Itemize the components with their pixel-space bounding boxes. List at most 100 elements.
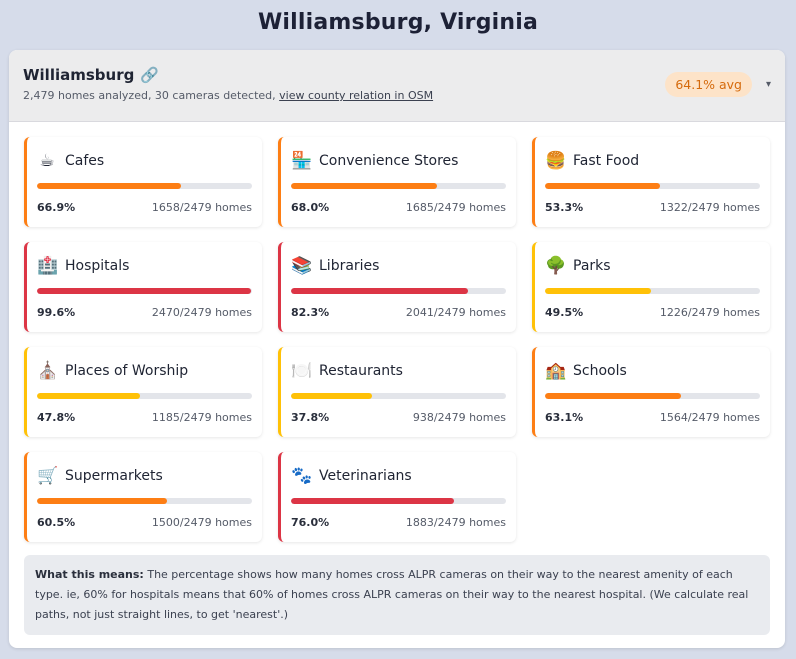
city-name: Williamsburg bbox=[23, 66, 135, 84]
chevron-down-icon[interactable]: ▾ bbox=[765, 79, 771, 90]
amenity-percent: 68.0% bbox=[291, 201, 330, 214]
progress-track bbox=[37, 183, 252, 189]
amenity-homes: 1226/2479 homes bbox=[659, 306, 760, 319]
amenity-percent: 37.8% bbox=[291, 411, 330, 424]
amenity-card-supermarkets: 🛒 Supermarkets 60.5% 1500/2479 homes bbox=[24, 452, 262, 542]
amenity-homes: 1564/2479 homes bbox=[659, 411, 760, 424]
progress-fill bbox=[37, 498, 168, 504]
amenity-card-veterinarians: 🐾 Veterinarians 76.0% 1883/2479 homes bbox=[278, 452, 516, 542]
amenity-name: Veterinarians bbox=[319, 468, 412, 484]
amenity-percent: 76.0% bbox=[291, 516, 330, 529]
progress-track bbox=[291, 393, 506, 399]
amenity-card-parks: 🌳 Parks 49.5% 1226/2479 homes bbox=[532, 242, 770, 332]
city-name-row: Williamsburg 🔗 bbox=[23, 66, 771, 84]
amenity-percent: 63.1% bbox=[545, 411, 584, 424]
amenity-name: Libraries bbox=[319, 258, 380, 274]
amenity-card-places-of-worship: ⛪ Places of Worship 47.8% 1185/2479 home… bbox=[24, 347, 262, 437]
info-box: What this means: The percentage shows ho… bbox=[24, 555, 770, 635]
card-head: 🏪 Convenience Stores bbox=[291, 149, 506, 173]
progress-track bbox=[291, 183, 506, 189]
progress-fill bbox=[545, 393, 681, 399]
amenity-percent: 53.3% bbox=[545, 201, 584, 214]
card-head: 🍽️ Restaurants bbox=[291, 359, 506, 383]
avg-badge: 64.1% avg bbox=[665, 72, 752, 97]
progress-fill bbox=[37, 183, 181, 189]
amenity-homes: 1500/2479 homes bbox=[151, 516, 252, 529]
progress-fill bbox=[291, 498, 455, 504]
osm-link[interactable]: view county relation in OSM bbox=[279, 89, 434, 102]
amenity-name: Schools bbox=[573, 363, 627, 379]
card-head: 🐾 Veterinarians bbox=[291, 464, 506, 488]
progress-fill bbox=[291, 183, 438, 189]
progress-fill bbox=[37, 288, 252, 294]
amenity-percent: 82.3% bbox=[291, 306, 330, 319]
tree-icon: 🌳 bbox=[545, 256, 567, 276]
card-foot: 60.5% 1500/2479 homes bbox=[37, 516, 252, 529]
progress-track bbox=[545, 183, 760, 189]
card-head: ☕ Cafes bbox=[37, 149, 252, 173]
amenity-percent: 49.5% bbox=[545, 306, 584, 319]
progress-track bbox=[545, 288, 760, 294]
card-foot: 66.9% 1658/2479 homes bbox=[37, 201, 252, 214]
card-foot: 76.0% 1883/2479 homes bbox=[291, 516, 506, 529]
hospital-icon: 🏥 bbox=[37, 256, 59, 276]
church-icon: ⛪ bbox=[37, 361, 59, 381]
amenity-name: Cafes bbox=[65, 153, 105, 169]
amenity-percent: 66.9% bbox=[37, 201, 76, 214]
amenity-homes: 938/2479 homes bbox=[412, 411, 506, 424]
summary-text: 2,479 homes analyzed, 30 cameras detecte… bbox=[23, 89, 276, 102]
card-foot: 99.6% 2470/2479 homes bbox=[37, 306, 252, 319]
school-icon: 🏫 bbox=[545, 361, 567, 381]
card-head: 🛒 Supermarkets bbox=[37, 464, 252, 488]
card-foot: 49.5% 1226/2479 homes bbox=[545, 306, 760, 319]
amenity-card-libraries: 📚 Libraries 82.3% 2041/2479 homes bbox=[278, 242, 516, 332]
amenity-name: Convenience Stores bbox=[319, 153, 459, 169]
card-foot: 82.3% 2041/2479 homes bbox=[291, 306, 506, 319]
cart-icon: 🛒 bbox=[37, 466, 59, 486]
amenity-grid: ☕ Cafes 66.9% 1658/2479 homes 🏪 Convenie… bbox=[24, 137, 770, 542]
plate-icon: 🍽️ bbox=[291, 361, 313, 381]
card-foot: 63.1% 1564/2479 homes bbox=[545, 411, 760, 424]
card-head: 📚 Libraries bbox=[291, 254, 506, 278]
amenity-percent: 60.5% bbox=[37, 516, 76, 529]
amenity-name: Fast Food bbox=[573, 153, 640, 169]
city-panel: Williamsburg 🔗 2,479 homes analyzed, 30 … bbox=[9, 50, 785, 648]
amenity-name: Restaurants bbox=[319, 363, 403, 379]
city-panel-header[interactable]: Williamsburg 🔗 2,479 homes analyzed, 30 … bbox=[9, 50, 785, 122]
progress-fill bbox=[545, 288, 652, 294]
coffee-icon: ☕ bbox=[39, 151, 55, 171]
progress-track bbox=[37, 393, 252, 399]
burger-icon: 🍔 bbox=[545, 151, 567, 171]
amenity-name: Places of Worship bbox=[65, 363, 189, 379]
link-icon[interactable]: 🔗 bbox=[140, 66, 160, 84]
progress-fill bbox=[291, 393, 373, 399]
amenity-card-hospitals: 🏥 Hospitals 99.6% 2470/2479 homes bbox=[24, 242, 262, 332]
amenity-card-fast-food: 🍔 Fast Food 53.3% 1322/2479 homes bbox=[532, 137, 770, 227]
card-head: 🌳 Parks bbox=[545, 254, 760, 278]
amenity-name: Supermarkets bbox=[65, 468, 163, 484]
books-icon: 📚 bbox=[291, 256, 313, 276]
card-head: ⛪ Places of Worship bbox=[37, 359, 252, 383]
amenity-percent: 99.6% bbox=[37, 306, 76, 319]
progress-track bbox=[37, 288, 252, 294]
amenity-homes: 1658/2479 homes bbox=[151, 201, 252, 214]
progress-track bbox=[291, 498, 506, 504]
amenity-homes: 1322/2479 homes bbox=[659, 201, 760, 214]
card-head: 🍔 Fast Food bbox=[545, 149, 760, 173]
amenity-card-schools: 🏫 Schools 63.1% 1564/2479 homes bbox=[532, 347, 770, 437]
amenity-homes: 1883/2479 homes bbox=[405, 516, 506, 529]
amenity-card-convenience-stores: 🏪 Convenience Stores 68.0% 1685/2479 hom… bbox=[278, 137, 516, 227]
amenity-homes: 1185/2479 homes bbox=[151, 411, 252, 424]
progress-fill bbox=[291, 288, 468, 294]
amenity-card-restaurants: 🍽️ Restaurants 37.8% 938/2479 homes bbox=[278, 347, 516, 437]
amenity-homes: 2041/2479 homes bbox=[405, 306, 506, 319]
card-head: 🏥 Hospitals bbox=[37, 254, 252, 278]
amenity-name: Parks bbox=[573, 258, 611, 274]
card-foot: 47.8% 1185/2479 homes bbox=[37, 411, 252, 424]
info-lead: What this means: bbox=[35, 568, 144, 581]
amenity-card-cafes: ☕ Cafes 66.9% 1658/2479 homes bbox=[24, 137, 262, 227]
card-foot: 37.8% 938/2479 homes bbox=[291, 411, 506, 424]
progress-track bbox=[291, 288, 506, 294]
amenity-percent: 47.8% bbox=[37, 411, 76, 424]
progress-track bbox=[37, 498, 252, 504]
